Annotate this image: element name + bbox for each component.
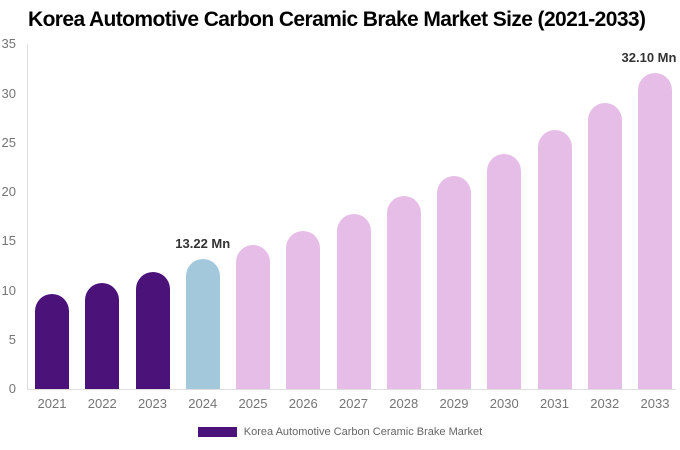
x-tick-2030: 2030 [489, 396, 519, 411]
legend-label: Korea Automotive Carbon Ceramic Brake Ma… [243, 426, 483, 438]
legend-swatch [197, 427, 237, 437]
x-tick-2026: 2026 [288, 396, 318, 411]
bar-2023[interactable] [135, 271, 170, 389]
bar-2024[interactable] [185, 258, 220, 389]
bar-2025[interactable] [236, 245, 270, 389]
x-tick-2023: 2023 [138, 396, 167, 411]
y-tick-5: 5 [8, 331, 16, 347]
y-tick-10: 10 [1, 282, 16, 298]
x-tick-2029: 2029 [439, 396, 469, 411]
bar-2032[interactable] [587, 102, 622, 389]
y-tick-15: 15 [1, 233, 16, 249]
bar-2027[interactable] [336, 214, 371, 389]
bar-2029[interactable] [437, 175, 471, 389]
x-tick-2028: 2028 [389, 396, 419, 411]
bar-2031[interactable] [537, 129, 572, 389]
bar-2033[interactable] [638, 73, 672, 389]
x-tick-2032: 2032 [590, 396, 620, 411]
y-tick-0: 0 [8, 381, 16, 396]
x-axis-line [27, 389, 676, 390]
x-tick-2024: 2024 [188, 396, 218, 411]
bar-2030[interactable] [487, 153, 522, 389]
y-tick-30: 30 [1, 85, 16, 101]
x-tick-2022: 2022 [87, 396, 117, 411]
x-tick-2031: 2031 [540, 396, 569, 411]
x-tick-2025: 2025 [238, 396, 268, 411]
data-label-2033: 32.10 Mn [621, 50, 677, 66]
data-label-2024: 13.22 Mn [175, 235, 231, 251]
y-tick-25: 25 [1, 134, 16, 150]
x-tick-2021: 2021 [37, 396, 67, 411]
bar-2022[interactable] [85, 282, 120, 389]
x-tick-2027: 2027 [339, 396, 368, 411]
y-tick-20: 20 [1, 184, 16, 200]
bar-2026[interactable] [286, 230, 321, 389]
bar-2021[interactable] [35, 293, 69, 389]
bar-2028[interactable] [386, 195, 421, 389]
y-tick-35: 35 [1, 36, 16, 52]
x-tick-2033: 2033 [640, 396, 670, 411]
chart-title: Korea Automotive Carbon Ceramic Brake Ma… [28, 8, 646, 31]
legend-item[interactable]: Korea Automotive Carbon Ceramic Brake Ma… [0, 426, 680, 438]
y-axis-line [27, 44, 28, 389]
